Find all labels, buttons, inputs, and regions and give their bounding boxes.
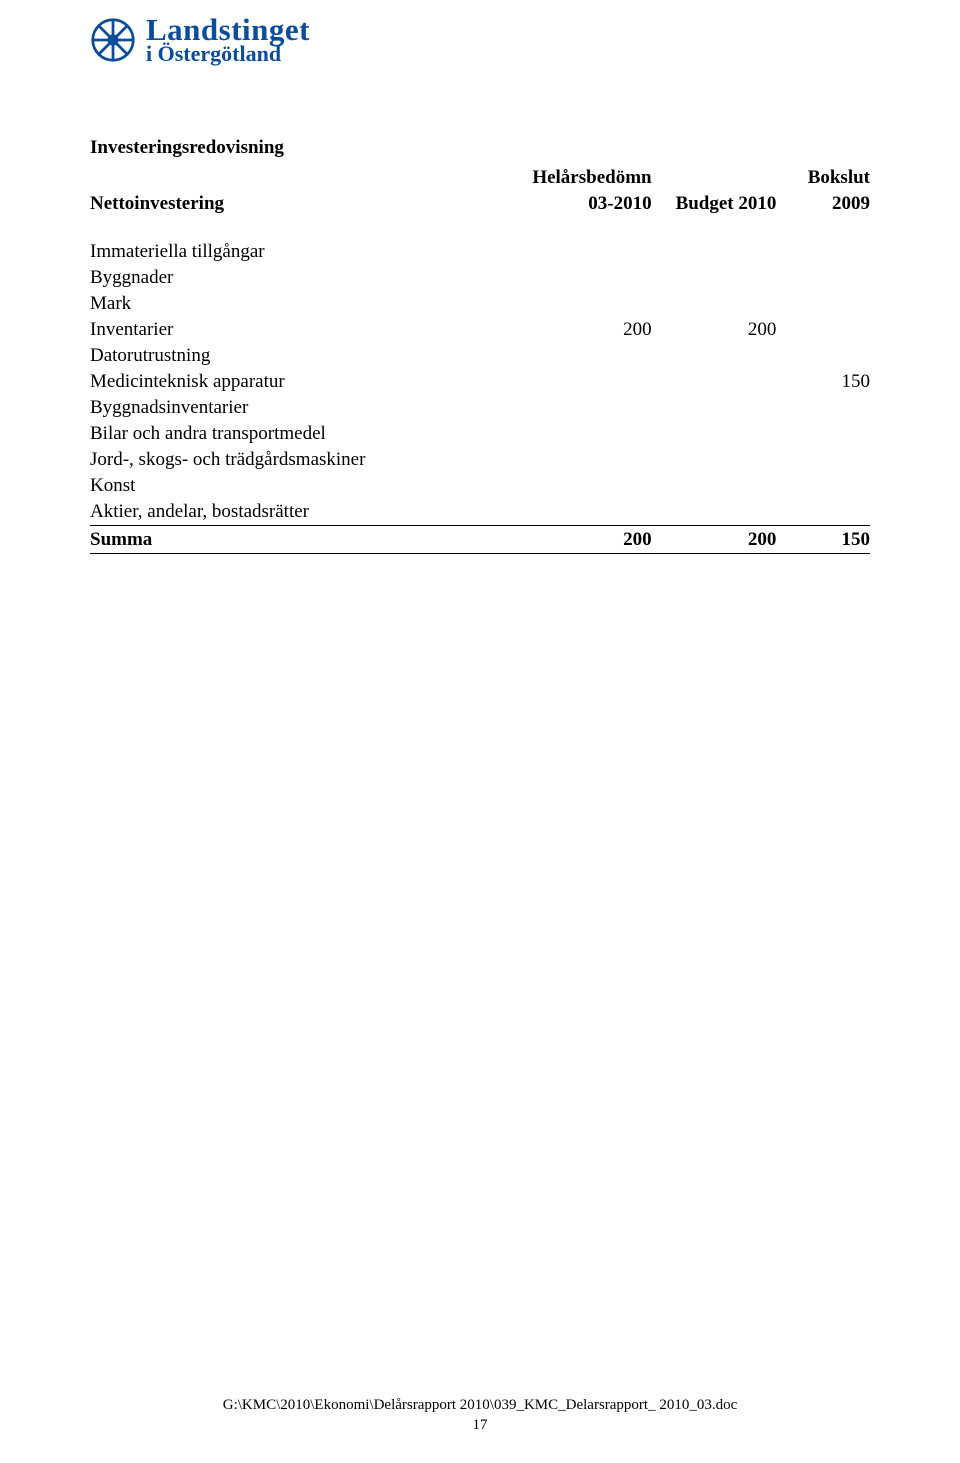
row-val-a xyxy=(511,499,651,526)
table-header-row-1: Helårsbedömn Bokslut xyxy=(90,165,870,191)
row-val-a xyxy=(511,395,651,421)
table-header-row-2: Nettoinvestering 03-2010 Budget 2010 200… xyxy=(90,191,870,217)
table-title-row: Investeringsredovisning xyxy=(90,135,870,165)
table-row: Datorutrustning xyxy=(90,343,870,369)
row-val-b xyxy=(652,265,777,291)
summary-label: Summa xyxy=(90,526,511,554)
row-label: Inventarier xyxy=(90,317,511,343)
table-title: Investeringsredovisning xyxy=(90,135,511,165)
row-val-c xyxy=(776,421,870,447)
row-label: Medicinteknisk apparatur xyxy=(90,369,511,395)
header-col-a-top: Helårsbedömn xyxy=(511,165,651,191)
summary-a: 200 xyxy=(511,526,651,554)
row-val-a xyxy=(511,291,651,317)
row-label: Bilar och andra transportmedel xyxy=(90,421,511,447)
row-label: Konst xyxy=(90,473,511,499)
row-val-b xyxy=(652,447,777,473)
investment-table: Investeringsredovisning Helårsbedömn Bok… xyxy=(90,135,870,554)
row-val-c xyxy=(776,499,870,526)
row-label: Aktier, andelar, bostadsrätter xyxy=(90,499,511,526)
header-col-b: Budget 2010 xyxy=(652,191,777,217)
header-col-c-top: Bokslut xyxy=(776,165,870,191)
row-val-b xyxy=(652,499,777,526)
row-val-a xyxy=(511,239,651,265)
footer-page-number: 17 xyxy=(0,1415,960,1435)
page: Landstinget i Östergötland Investeringsr… xyxy=(0,0,960,1463)
row-label: Immateriella tillgångar xyxy=(90,239,511,265)
spacer-row xyxy=(90,217,870,239)
row-val-b xyxy=(652,343,777,369)
table-row: Jord-, skogs- och trädgårdsmaskiner xyxy=(90,447,870,473)
row-val-c xyxy=(776,291,870,317)
row-val-c xyxy=(776,343,870,369)
row-val-a xyxy=(511,421,651,447)
row-label: Mark xyxy=(90,291,511,317)
table-row: Inventarier 200 200 xyxy=(90,317,870,343)
header-col-c-bottom: 2009 xyxy=(776,191,870,217)
row-val-b xyxy=(652,421,777,447)
row-val-b xyxy=(652,369,777,395)
table-row: Konst xyxy=(90,473,870,499)
row-val-a xyxy=(511,473,651,499)
summary-b: 200 xyxy=(652,526,777,554)
row-val-c xyxy=(776,395,870,421)
table-row: Mark xyxy=(90,291,870,317)
row-val-b xyxy=(652,473,777,499)
row-val-a: 200 xyxy=(511,317,651,343)
row-val-c xyxy=(776,447,870,473)
row-val-b xyxy=(652,395,777,421)
table-row: Bilar och andra transportmedel xyxy=(90,421,870,447)
table-row: Byggnadsinventarier xyxy=(90,395,870,421)
row-val-b: 200 xyxy=(652,317,777,343)
brand-sub: i Östergötland xyxy=(146,43,310,65)
row-val-c xyxy=(776,317,870,343)
summary-row: Summa 200 200 150 xyxy=(90,526,870,554)
summary-c: 150 xyxy=(776,526,870,554)
row-val-c xyxy=(776,473,870,499)
row-label: Jord-, skogs- och trädgårdsmaskiner xyxy=(90,447,511,473)
row-val-c xyxy=(776,239,870,265)
row-val-a xyxy=(511,265,651,291)
landstinget-star-icon xyxy=(90,17,136,63)
table-row: Aktier, andelar, bostadsrätter xyxy=(90,499,870,526)
brand-logo: Landstinget i Östergötland xyxy=(90,14,870,65)
row-val-c: 150 xyxy=(776,369,870,395)
page-footer: G:\KMC\2010\Ekonomi\Delårsrapport 2010\0… xyxy=(0,1395,960,1436)
row-val-a xyxy=(511,343,651,369)
footer-path: G:\KMC\2010\Ekonomi\Delårsrapport 2010\0… xyxy=(0,1395,960,1415)
table-row: Medicinteknisk apparatur 150 xyxy=(90,369,870,395)
row-label: Datorutrustning xyxy=(90,343,511,369)
row-val-c xyxy=(776,265,870,291)
table-row: Byggnader xyxy=(90,265,870,291)
row-val-a xyxy=(511,369,651,395)
row-label: Byggnadsinventarier xyxy=(90,395,511,421)
row-label: Byggnader xyxy=(90,265,511,291)
table-row: Immateriella tillgångar xyxy=(90,239,870,265)
row-val-a xyxy=(511,447,651,473)
header-netto: Nettoinvestering xyxy=(90,191,511,217)
row-val-b xyxy=(652,239,777,265)
row-val-b xyxy=(652,291,777,317)
brand-text: Landstinget i Östergötland xyxy=(146,14,310,65)
header-col-a-bottom: 03-2010 xyxy=(511,191,651,217)
